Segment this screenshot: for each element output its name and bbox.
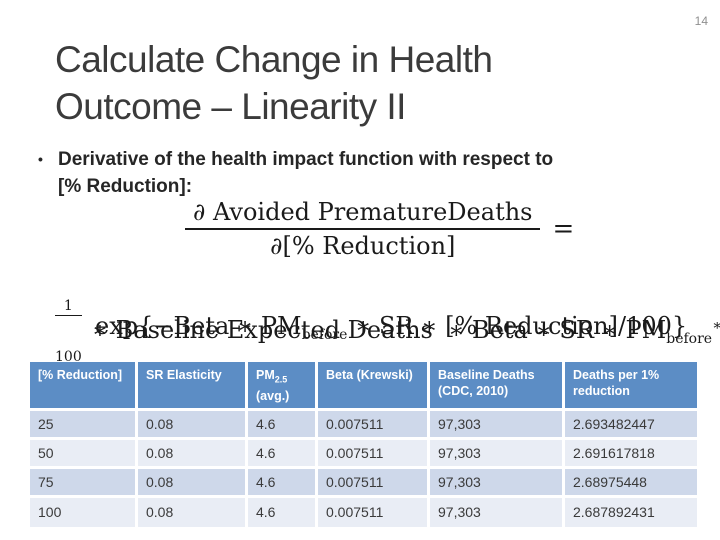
- fraction: ∂ Avoided PrematureDeaths ∂[% Reduction]: [185, 198, 541, 260]
- bullet-icon: •: [38, 151, 43, 167]
- cell: 2.693482447: [565, 410, 697, 440]
- bullet-block: • Derivative of the health impact functi…: [38, 146, 678, 200]
- pm-subscript-2: before: [301, 327, 348, 343]
- cell: 97,303: [430, 497, 565, 527]
- health-impact-table: [% Reduction] SR Elasticity PM2.5 (avg.) …: [30, 362, 697, 527]
- cell: 97,303: [430, 468, 565, 498]
- cell: 0.007511: [318, 439, 430, 469]
- fraction-denominator: ∂[% Reduction]: [270, 232, 456, 260]
- slide-title-line1: Calculate Change in Health: [55, 39, 493, 80]
- cell: 25: [30, 410, 138, 440]
- col-header-sr-elasticity: SR Elasticity: [138, 362, 248, 411]
- cell: 0.007511: [318, 497, 430, 527]
- table-header-row: [% Reduction] SR Elasticity PM2.5 (avg.) …: [30, 362, 697, 411]
- cell: 0.08: [138, 439, 248, 469]
- page-number: 14: [694, 14, 708, 28]
- cell: 4.6: [248, 439, 318, 469]
- cell: 97,303: [430, 410, 565, 440]
- col-header-beta: Beta (Krewski): [318, 362, 430, 411]
- cell: 0.007511: [318, 410, 430, 440]
- table-row: 25 0.08 4.6 0.007511 97,303 2.693482447: [30, 410, 697, 440]
- col-header-deaths-per-pct: Deaths per 1% reduction: [565, 362, 697, 411]
- cell: 2.691617818: [565, 439, 697, 469]
- table-row: 50 0.08 4.6 0.007511 97,303 2.691617818: [30, 439, 697, 469]
- pm-subscript: before: [666, 331, 713, 347]
- cell: 2.68975448: [565, 468, 697, 498]
- formula-derivative-fraction: ∂ Avoided PrematureDeaths ∂[% Reduction]…: [185, 198, 574, 260]
- cell: 0.08: [138, 468, 248, 498]
- slide-title: Calculate Change in Health Outcome – Lin…: [55, 36, 675, 130]
- small-fraction: 1 100: [55, 266, 82, 397]
- trailing-asterisk: ∗: [712, 316, 720, 334]
- bullet-text-line1: Derivative of the health impact function…: [58, 149, 554, 170]
- cell: 2.687892431: [565, 497, 697, 527]
- cell: 0.08: [138, 410, 248, 440]
- cell: 4.6: [248, 410, 318, 440]
- table-row: 75 0.08 4.6 0.007511 97,303 2.68975448: [30, 468, 697, 498]
- table-row: 100 0.08 4.6 0.007511 97,303 2.687892431: [30, 497, 697, 527]
- cell: 0.08: [138, 497, 248, 527]
- cell: 4.6: [248, 497, 318, 527]
- slide-title-line2: Outcome – Linearity II: [55, 86, 406, 127]
- equals-sign: =: [552, 214, 575, 244]
- formula-baseline-line: 1 100 ∗ Baseline Expected Deaths ∗ Beta …: [55, 266, 720, 397]
- formula-exp-line: exp{−Beta ∗ PMbefore ∗ SR ∗ [% Reduction…: [95, 312, 688, 343]
- small-fraction-numerator: 1: [55, 298, 82, 316]
- cell: 4.6: [248, 468, 318, 498]
- col-header-baseline-deaths: Baseline Deaths (CDC, 2010): [430, 362, 565, 411]
- col-header-pm25: PM2.5 (avg.): [248, 362, 318, 411]
- cell: 75: [30, 468, 138, 498]
- col-header-pct-reduction: [% Reduction]: [30, 362, 138, 411]
- fraction-numerator: ∂ Avoided PrematureDeaths: [185, 198, 541, 230]
- cell: 50: [30, 439, 138, 469]
- small-fraction-denominator: 100: [55, 349, 82, 365]
- bullet-text-line2: [% Reduction]:: [58, 176, 193, 197]
- cell: 97,303: [430, 439, 565, 469]
- cell: 0.007511: [318, 468, 430, 498]
- formula-line2-text: ∗ Baseline Expected Deaths ∗ Beta ∗ SR ∗…: [92, 316, 720, 347]
- cell: 100: [30, 497, 138, 527]
